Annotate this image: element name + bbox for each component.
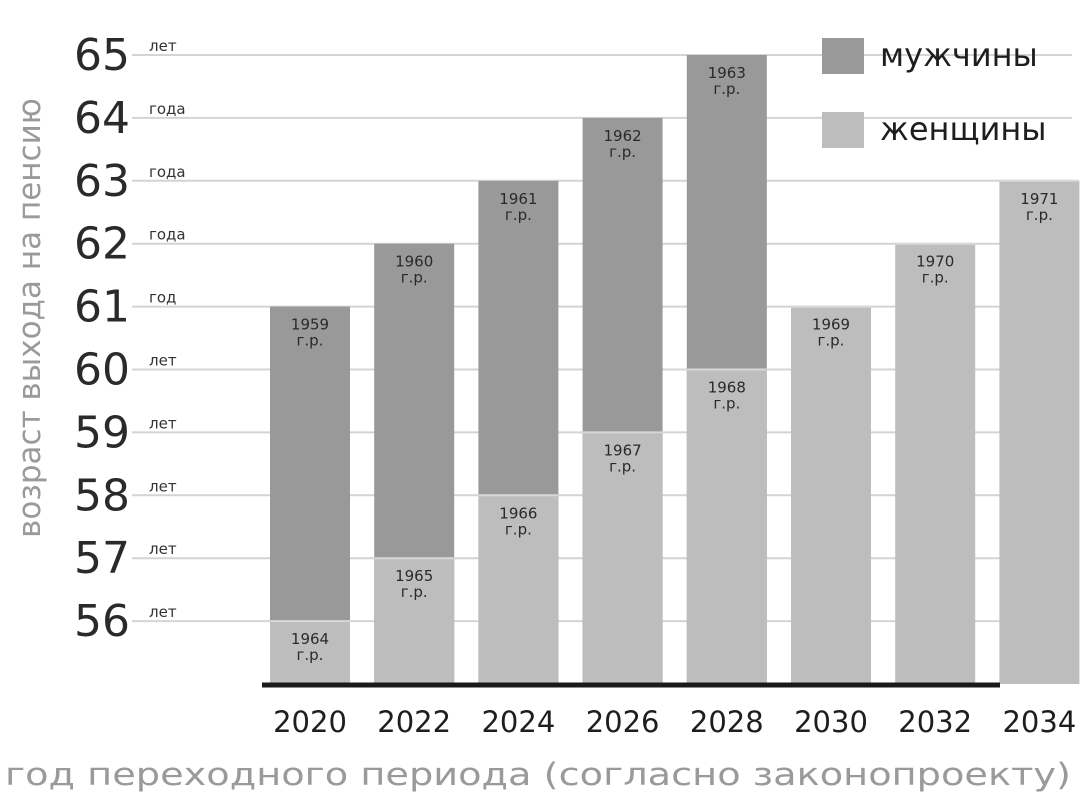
bar-label-women-2032: 1970 г.р. (916, 253, 954, 287)
y-tick-label-58: 58 (74, 470, 130, 521)
y-tick-unit-64: года (149, 100, 186, 118)
y-tick-label-56: 56 (74, 596, 130, 647)
x-tick-label-2030: 2030 (794, 705, 868, 739)
bar-label-men-2022: 1960 г.р. (395, 253, 433, 287)
x-tick-label-2028: 2028 (690, 705, 764, 739)
y-tick-unit-63: года (149, 163, 186, 181)
bar-women-2032 (895, 243, 976, 684)
y-tick-unit-61: год (149, 289, 176, 307)
bar-label-men-2024: 1961 г.р. (499, 190, 537, 224)
y-tick-label-65: 65 (74, 30, 130, 81)
y-tick-label-57: 57 (74, 533, 130, 584)
bar-label-women-2022: 1965 г.р. (395, 567, 433, 601)
bar-women-2026 (582, 432, 663, 684)
legend: мужчины женщины (822, 36, 1047, 148)
legend-swatch-men (822, 38, 864, 74)
bar-label-women-2034: 1971 г.р. (1020, 190, 1058, 224)
bar-women-2020 (270, 621, 350, 684)
legend-label-men: мужчины (880, 36, 1038, 74)
legend-swatch-women (822, 112, 864, 148)
x-tick-label-2026: 2026 (586, 705, 660, 739)
y-tick-label-64: 64 (74, 93, 130, 144)
y-tick-unit-58: лет (149, 477, 177, 495)
bar-label-women-2024: 1966 г.р. (499, 504, 537, 538)
bar-women-2028 (686, 369, 767, 684)
bar-label-women-2026: 1967 г.р. (604, 441, 642, 475)
y-tick-unit-65: лет (149, 37, 177, 55)
bar-women-2024 (478, 495, 559, 684)
x-tick-label-2034: 2034 (1002, 705, 1076, 739)
y-tick-unit-62: года (149, 226, 186, 244)
bar-women-2022 (374, 558, 455, 684)
y-tick-label-59: 59 (74, 407, 130, 458)
bar-label-men-2026: 1962 г.р. (604, 127, 642, 161)
legend-label-women: женщины (880, 110, 1047, 148)
y-tick-label-60: 60 (74, 345, 130, 396)
y-tick-unit-57: лет (149, 540, 177, 558)
bar-label-women-2030: 1969 г.р. (812, 316, 850, 350)
x-tick-label-2020: 2020 (273, 705, 347, 739)
y-axis-label: возраст выхода на пенсию (12, 98, 48, 538)
x-tick-label-2024: 2024 (481, 705, 555, 739)
bar-women-2030 (791, 306, 871, 684)
bar-women-2034 (999, 180, 1080, 685)
x-axis-label: год переходного периода (согласно законо… (5, 757, 1071, 793)
y-tick-unit-59: лет (149, 414, 177, 432)
y-tick-unit-56: лет (149, 603, 177, 621)
bars: 1959 г.р. 1964 г.р. 1960 г.р. 1965 г.р. 1961 г.р.… (270, 55, 1080, 685)
x-tick-label-2032: 2032 (898, 705, 972, 739)
bar-label-women-2020: 1964 г.р. (291, 630, 329, 664)
y-tick-label-61: 61 (74, 282, 130, 333)
y-tick-unit-60: лет (149, 352, 177, 370)
y-tick-label-62: 62 (74, 219, 130, 270)
bar-label-men-2020: 1959 г.р. (291, 316, 329, 350)
bar-label-women-2028: 1968 г.р. (708, 379, 746, 413)
x-axis-ticks: 2020 2022 2024 2026 2028 2030 2032 2034 (273, 705, 1076, 739)
bar-label-men-2028: 1963 г.р. (708, 64, 746, 98)
y-axis-ticks: 65 лет 64 года 63 года 62 года 61 год 60 лет 59 лет 58… (74, 30, 186, 647)
y-tick-label-63: 63 (74, 156, 130, 207)
x-tick-label-2022: 2022 (377, 705, 451, 739)
